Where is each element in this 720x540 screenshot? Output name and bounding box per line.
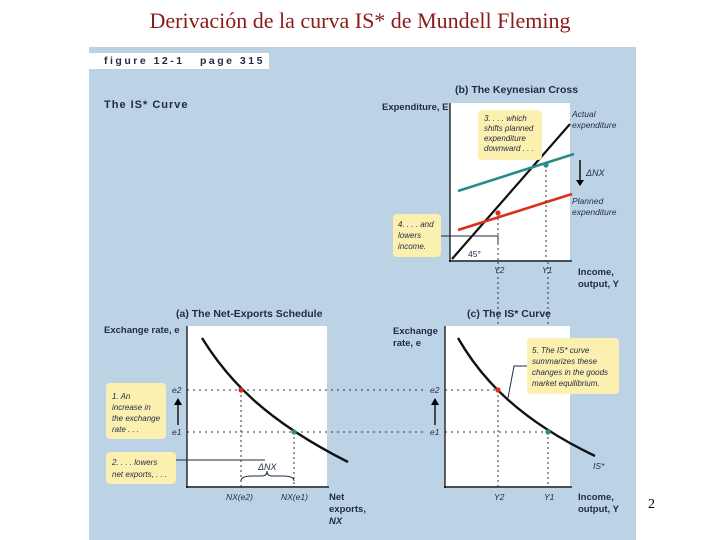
note-5-line-3: changes in the goods	[532, 368, 608, 377]
panel-b-point-shifted	[495, 210, 501, 216]
panel-b-x-axis-label-1: Income,	[578, 267, 614, 278]
panel-c-point-e2	[495, 387, 501, 393]
note-2-line-2: net exports, . . .	[112, 470, 167, 479]
note-4-connector	[441, 235, 499, 243]
planned-line-label-1: Planned	[572, 196, 603, 206]
page-number: 2	[648, 497, 655, 512]
panel-c-tick-y2: Y2	[494, 492, 505, 502]
note-5-box	[527, 338, 619, 394]
panel-a-x-axis-label-3: NX	[329, 516, 343, 527]
planned-expenditure-line-initial	[457, 152, 575, 193]
panel-c-point-e1	[545, 429, 551, 435]
figure-header-band	[89, 53, 269, 69]
note-1-line-2: increase in	[112, 403, 151, 412]
figure-heading: The IS* Curve	[104, 99, 189, 111]
exchange-rate-up-arrowhead	[174, 398, 182, 405]
panel-c-x-axis-label-1: Income,	[578, 492, 614, 503]
note-4-box	[393, 214, 441, 257]
panel-b-x-axis-label-2: output, Y	[578, 279, 620, 290]
panel-c-tick-e2: e2	[430, 385, 440, 395]
planned-line-label-2: expenditure	[572, 207, 617, 217]
note-1-line-4: rate . . .	[112, 425, 139, 434]
note-5-line-1: 5. The IS* curve	[532, 346, 590, 355]
slide-title: Derivación de la curva IS* de Mundell Fl…	[149, 8, 571, 33]
panel-c-tick-e1: e1	[430, 427, 440, 437]
note-3-line-1: 3. . . . which	[484, 114, 527, 123]
panel-c-tick-y1: Y1	[544, 492, 555, 502]
panel-a-plot-area	[187, 326, 327, 486]
panel-b-title: (b) The Keynesian Cross	[455, 84, 578, 96]
is-star-curve-label: IS*	[593, 461, 605, 471]
panel-c-y-axis-label-2: rate, e	[393, 338, 421, 349]
note-4-line-2: lowers	[398, 231, 421, 240]
note-3-line-3: expenditure	[484, 134, 526, 143]
panel-b-point-initial	[543, 162, 549, 168]
panel-a-point-e1	[291, 429, 297, 435]
panel-a-tick-nx-e1: NX(e1)	[281, 492, 308, 502]
delta-nx-brace	[240, 470, 295, 482]
note-1-line-3: the exchange	[112, 414, 161, 423]
figure-number: figure 12-1	[104, 55, 185, 67]
panel-a-tick-e2: e2	[172, 385, 182, 395]
actual-line-label-2: expenditure	[572, 120, 617, 130]
actual-line-label-1: Actual	[571, 109, 597, 119]
is-star-curve	[456, 337, 596, 458]
delta-nx-arrowhead	[576, 180, 584, 186]
panel-a-tick-e1: e1	[172, 427, 182, 437]
note-5-line-4: market equilibrium.	[532, 379, 600, 388]
panel-a-tick-nx-e2: NX(e2)	[226, 492, 253, 502]
panel-c-x-axis-label-2: output, Y	[578, 504, 620, 515]
panel-b-y-axis-label: Expenditure, E	[382, 102, 449, 113]
panel-c-title: (c) The IS* Curve	[467, 308, 551, 320]
note-4-line-1: 4. . . . and	[398, 220, 434, 229]
panel-c-y-axis-label-1: Exchange	[393, 326, 438, 337]
note-3-line-4: downward . . .	[484, 144, 534, 153]
panel-a-delta-nx-label: ΔNX	[257, 462, 278, 472]
note-1-line-1: 1. An	[112, 392, 131, 401]
planned-expenditure-line-shifted	[457, 192, 573, 232]
panel-a-x-axis-label-1: Net	[329, 492, 345, 503]
note-1-box	[106, 383, 166, 439]
panel-a-x-axis-label-2: exports,	[329, 504, 366, 515]
note-3-box	[478, 110, 542, 160]
net-exports-curve	[200, 337, 349, 464]
angle-45-label: 45°	[468, 249, 481, 259]
panel-b-tick-y1: Y1	[542, 265, 553, 275]
note-5-line-2: summarizes these	[532, 357, 597, 366]
figure-page: page 315	[200, 55, 265, 67]
panel-b-delta-nx-label: ΔNX	[585, 168, 606, 178]
panel-a-y-axis-label: Exchange rate, e	[104, 325, 180, 336]
note-5-connector	[507, 365, 527, 399]
panel-c-up-arrowhead	[431, 398, 439, 405]
panel-a-title: (a) The Net-Exports Schedule	[176, 308, 323, 320]
note-4-line-3: income.	[398, 242, 426, 251]
panel-b-tick-y2: Y2	[494, 265, 505, 275]
panel-a-point-e2	[238, 387, 244, 393]
note-2-line-1: 2. . . . lowers	[111, 458, 157, 467]
note-3-line-2: shifts planned	[484, 124, 534, 133]
note-2-box	[106, 452, 176, 484]
